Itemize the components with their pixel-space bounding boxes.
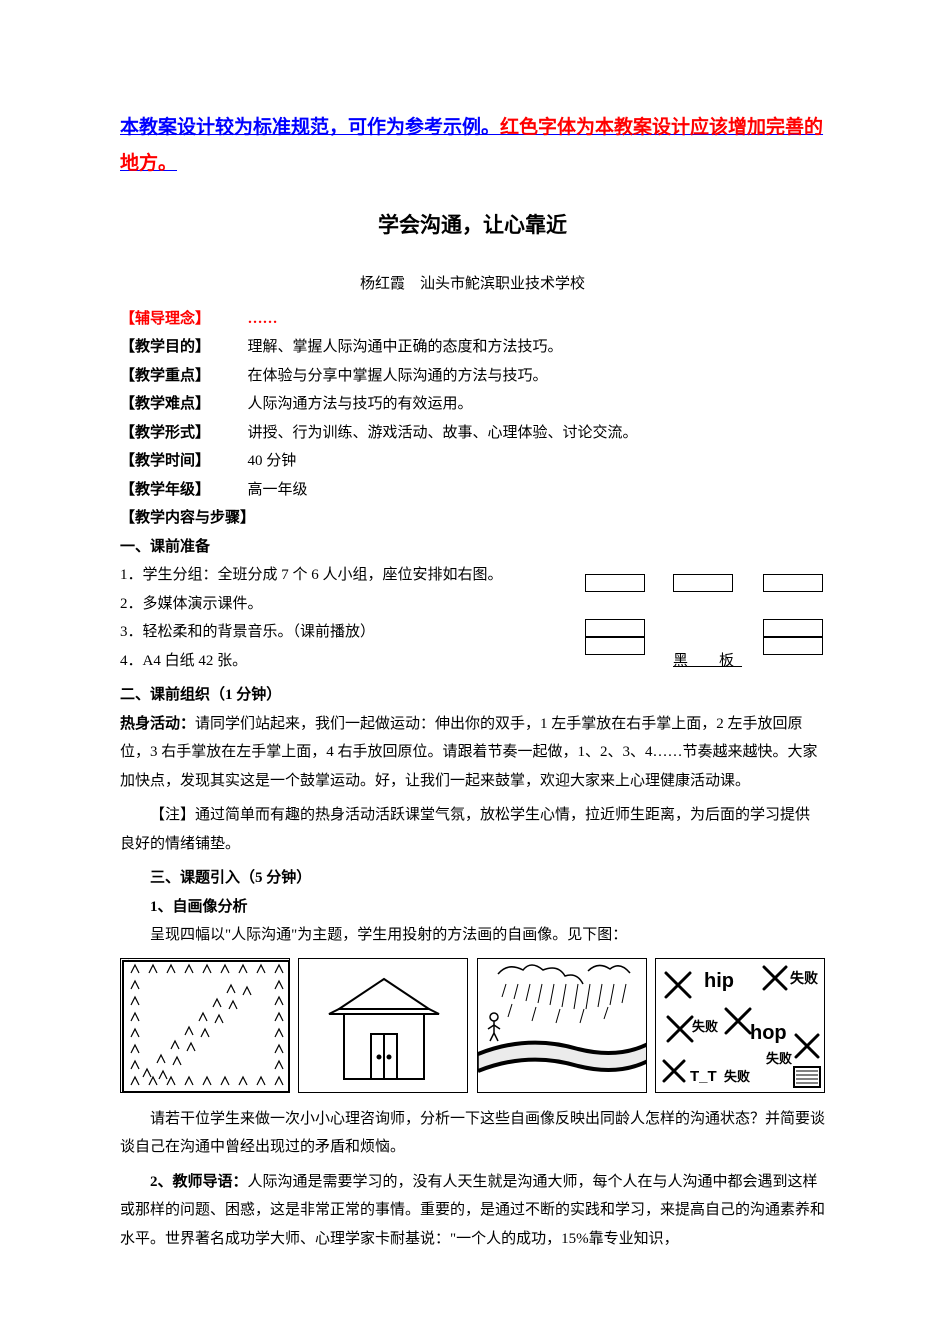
page-title: 学会沟通，让心靠近 — [120, 206, 825, 246]
meta-form-label: 【教学形式】 — [120, 425, 210, 441]
note-label: 【注】 — [150, 807, 195, 823]
section-3-question: 请若干位学生来做一次小小心理咨询师，分析一下这些自画像反映出同龄人怎样的沟通状态… — [120, 1105, 825, 1162]
seat-box — [673, 574, 733, 592]
meta-difficulty-value: 人际沟通方法与技巧的有效运用。 — [248, 396, 473, 412]
header-annotation: 本教案设计较为标准规范，可作为参考示例。红色字体为本教案设计应该增加完善的地方。 — [120, 110, 825, 182]
seat-box — [763, 637, 823, 655]
seat-box — [585, 574, 645, 592]
seat-box — [585, 619, 645, 637]
drawing-4: hip 失败 失败 hop 失败 T_T 失败 — [655, 958, 825, 1093]
meta-steps: 【教学内容与步骤】 — [120, 504, 825, 533]
section-3-sub2: 2、教师导语：人际沟通是需要学习的，没有人天生就是沟通大师，每个人在与人沟通中都… — [120, 1168, 825, 1254]
drawing-3 — [477, 958, 647, 1093]
warmup-text: 请同学们站起来，我们一起做运动：伸出你的双手，1 左手掌放在右手掌上面，2 左手… — [120, 716, 818, 789]
warmup-label: 热身活动： — [120, 716, 195, 732]
meta-difficulty-label: 【教学难点】 — [120, 396, 210, 412]
meta-goal-label: 【教学目的】 — [120, 339, 210, 355]
seat-box — [763, 574, 823, 592]
d4-text: 失败 — [724, 1069, 750, 1084]
drawing-2 — [298, 958, 468, 1093]
d4-text: hip — [704, 970, 734, 992]
meta-time-value: 40 分钟 — [248, 453, 297, 469]
meta-focus: 【教学重点】 在体验与分享中掌握人际沟通的方法与技巧。 — [120, 362, 825, 391]
seat-box — [585, 637, 645, 655]
seat-box — [763, 619, 823, 637]
section-3-head: 三、课题引入（5 分钟） — [120, 864, 825, 893]
meta-grade-value: 高一年级 — [248, 482, 308, 498]
meta-form-value: 讲授、行为训练、游戏活动、故事、心理体验、讨论交流。 — [248, 425, 638, 441]
meta-time-label: 【教学时间】 — [120, 453, 210, 469]
prep-item-2: 2．多媒体演示课件。 — [120, 590, 529, 619]
d4-text: T_T — [690, 1068, 717, 1085]
meta-time: 【教学时间】 40 分钟 — [120, 447, 825, 476]
section-1-head: 一、课前准备 — [120, 533, 825, 562]
meta-difficulty: 【教学难点】 人际沟通方法与技巧的有效运用。 — [120, 390, 825, 419]
section-3-sub1: 1、自画像分析 — [120, 893, 825, 922]
warmup-para: 热身活动：请同学们站起来，我们一起做运动：伸出你的双手，1 左手掌放在右手掌上面… — [120, 710, 825, 796]
prep-item-1: 1．学生分组：全班分成 7 个 6 人小组，座位安排如右图。 — [120, 561, 529, 590]
author-line: 杨红霞 汕头市鮀滨职业技术学校 — [120, 270, 825, 299]
meta-focus-label: 【教学重点】 — [120, 368, 210, 384]
d4-text: 失败 — [692, 1019, 718, 1034]
meta-concept-label: 【辅导理念】 — [120, 311, 210, 327]
drawings-row: hip 失败 失败 hop 失败 T_T 失败 — [120, 958, 825, 1093]
header-note-blue: 本教案设计较为标准规范，可作为参考示例。 — [120, 117, 500, 138]
drawing-1 — [120, 958, 290, 1093]
meta-grade-label: 【教学年级】 — [120, 482, 210, 498]
teacher-intro-label: 2、教师导语： — [150, 1174, 248, 1190]
meta-goal: 【教学目的】 理解、掌握人际沟通中正确的态度和方法技巧。 — [120, 333, 825, 362]
d4-text: 失败 — [790, 970, 819, 986]
section-2-head: 二、课前组织（1 分钟） — [120, 681, 825, 710]
meta-grade: 【教学年级】 高一年级 — [120, 476, 825, 505]
seat-chart: 黑 板 — [565, 569, 825, 679]
prep-item-4: 4．A4 白纸 42 张。 — [120, 647, 529, 676]
meta-concept-value: …… — [248, 311, 278, 327]
note-para: 【注】通过简单而有趣的热身活动活跃课堂气氛，放松学生心情，拉近师生距离，为后面的… — [120, 801, 825, 858]
prep-item-3: 3．轻松柔和的背景音乐。（课前播放） — [120, 618, 529, 647]
meta-focus-value: 在体验与分享中掌握人际沟通的方法与技巧。 — [248, 368, 548, 384]
blackboard-label: 黑 板 — [673, 647, 742, 676]
section-3-sub1-text: 呈现四幅以"人际沟通"为主题，学生用投射的方法画的自画像。见下图： — [120, 921, 825, 950]
meta-goal-value: 理解、掌握人际沟通中正确的态度和方法技巧。 — [248, 339, 563, 355]
meta-concept: 【辅导理念】 …… — [120, 305, 825, 334]
note-text: 通过简单而有趣的热身活动活跃课堂气氛，放松学生心情，拉近师生距离，为后面的学习提… — [120, 807, 810, 852]
d4-text: 失败 — [766, 1051, 792, 1066]
prep-wrap: 1．学生分组：全班分成 7 个 6 人小组，座位安排如右图。 2．多媒体演示课件… — [120, 561, 825, 675]
d4-text: hop — [750, 1022, 787, 1044]
meta-form: 【教学形式】 讲授、行为训练、游戏活动、故事、心理体验、讨论交流。 — [120, 419, 825, 448]
